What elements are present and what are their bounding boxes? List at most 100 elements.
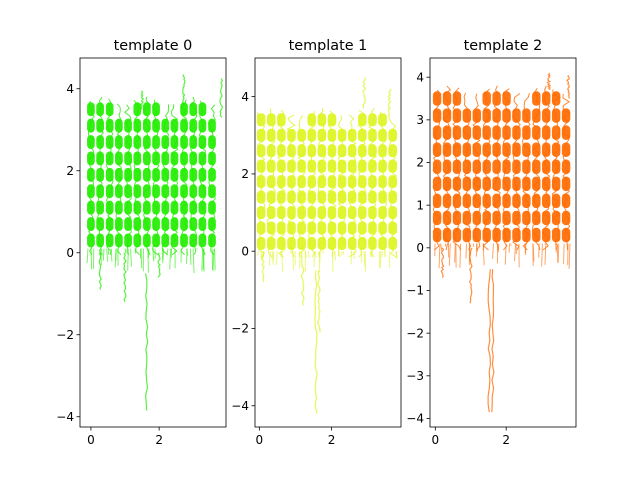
trace-noise bbox=[162, 248, 165, 261]
trace-block bbox=[317, 190, 327, 204]
trace-block bbox=[287, 205, 296, 220]
trace-noise bbox=[192, 248, 195, 273]
x-tick-label: 2 bbox=[502, 433, 510, 447]
y-tick-label: 0 bbox=[241, 244, 249, 258]
y-tick-label: 0 bbox=[416, 241, 424, 255]
trace-noise bbox=[124, 248, 127, 255]
trace-block bbox=[522, 227, 531, 243]
trace-block bbox=[105, 102, 114, 117]
trace-block bbox=[266, 113, 276, 127]
trace-block bbox=[482, 108, 491, 123]
trace-noise bbox=[568, 243, 571, 269]
trace-block bbox=[115, 184, 123, 199]
y-tick-label: −1 bbox=[406, 284, 424, 298]
trace-block bbox=[133, 102, 142, 117]
plot-area bbox=[432, 72, 571, 413]
spike-trace bbox=[469, 247, 473, 304]
trace-block bbox=[143, 151, 151, 166]
trace-line bbox=[170, 104, 179, 256]
trace-noise bbox=[147, 248, 150, 259]
trace-block bbox=[287, 236, 296, 251]
axes-frame bbox=[254, 57, 402, 428]
trace-noise bbox=[448, 243, 451, 266]
x-tick-label: 2 bbox=[155, 433, 163, 447]
x-tick-label: 0 bbox=[431, 433, 439, 447]
trace-block bbox=[180, 135, 188, 150]
trace-block bbox=[180, 118, 188, 133]
trace-noise bbox=[465, 243, 467, 259]
trace-block bbox=[170, 135, 179, 150]
trace-block bbox=[472, 108, 481, 123]
spike-trace bbox=[219, 78, 224, 118]
plot-area bbox=[256, 77, 398, 414]
trace-noise bbox=[504, 243, 507, 265]
trace-block bbox=[287, 175, 296, 189]
y-tick-label: −2 bbox=[231, 322, 249, 336]
trace-block bbox=[287, 190, 296, 204]
trace-line bbox=[180, 99, 188, 256]
trace-block bbox=[87, 217, 95, 232]
trace-block bbox=[277, 113, 286, 127]
subplot-title: template 0 bbox=[114, 38, 193, 54]
trace-block bbox=[432, 125, 442, 140]
trace-block bbox=[266, 190, 276, 204]
spike-trace bbox=[145, 273, 149, 411]
trace-block bbox=[551, 193, 561, 209]
trace-noise bbox=[363, 251, 366, 267]
subplot-0: 0 2 −4 −2 0 2 4 template 0 bbox=[56, 38, 227, 447]
trace-line bbox=[561, 93, 571, 251]
trace-block bbox=[388, 190, 397, 204]
spike-trace bbox=[261, 251, 265, 283]
trace-block bbox=[542, 142, 551, 157]
trace-line bbox=[208, 104, 216, 256]
y-tick-label: 0 bbox=[66, 246, 74, 260]
trace-block bbox=[189, 200, 198, 215]
trace-noise bbox=[459, 243, 462, 268]
trace-line bbox=[541, 85, 551, 251]
trace-line bbox=[317, 108, 326, 258]
plot-area bbox=[86, 74, 224, 411]
spike-trace bbox=[157, 252, 161, 278]
trace-block bbox=[532, 227, 541, 243]
trace-block bbox=[462, 210, 472, 226]
trace-block bbox=[472, 210, 481, 226]
trace-block bbox=[388, 159, 397, 173]
trace-noise bbox=[440, 243, 443, 252]
trace-noise bbox=[342, 251, 345, 255]
y-tick-label: 2 bbox=[416, 156, 424, 170]
trace-block bbox=[124, 167, 132, 182]
axes-frame bbox=[429, 57, 577, 428]
trace-block bbox=[472, 142, 481, 157]
trace-line bbox=[442, 85, 452, 251]
trace-block bbox=[161, 184, 170, 199]
trace-block bbox=[432, 227, 442, 243]
x-tick-label: 0 bbox=[87, 433, 95, 447]
trace-block bbox=[551, 108, 561, 123]
spike-trace bbox=[440, 247, 445, 278]
y-tick-label: 1 bbox=[416, 198, 424, 212]
trace-line bbox=[286, 114, 296, 258]
trace-block bbox=[297, 190, 306, 204]
trace-block bbox=[442, 227, 452, 243]
trace-line bbox=[327, 110, 337, 258]
trace-noise bbox=[509, 243, 512, 246]
trace-block bbox=[512, 210, 521, 226]
trace-block bbox=[452, 91, 462, 106]
trace-block bbox=[442, 176, 452, 192]
trace-line bbox=[482, 88, 492, 251]
trace-block bbox=[442, 159, 452, 175]
trace-block bbox=[358, 236, 367, 251]
trace-block bbox=[347, 144, 357, 158]
trace-block bbox=[327, 144, 337, 158]
trace-line bbox=[432, 89, 442, 251]
trace-noise bbox=[454, 243, 456, 263]
spike-trace bbox=[491, 269, 495, 413]
trace-block bbox=[388, 236, 397, 251]
trace-block bbox=[124, 184, 132, 199]
trace-noise bbox=[557, 243, 560, 264]
trace-block bbox=[143, 233, 151, 248]
trace-line bbox=[114, 103, 124, 256]
trace-block bbox=[256, 144, 266, 158]
trace-noise bbox=[272, 251, 275, 261]
trace-noise bbox=[212, 248, 215, 271]
